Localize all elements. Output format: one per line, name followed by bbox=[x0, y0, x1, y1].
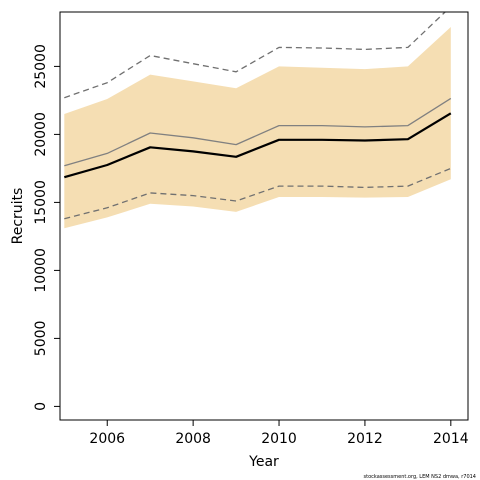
y-tick-label: 0 bbox=[33, 402, 49, 411]
plot-frame bbox=[59, 11, 469, 421]
confidence-band-layer bbox=[64, 27, 451, 229]
series-layer bbox=[63, 12, 452, 220]
x-axis-title: Year bbox=[248, 454, 279, 470]
y-tick-label: 20000 bbox=[33, 112, 49, 157]
y-tick-label: 5000 bbox=[33, 321, 49, 357]
y-tick-label: 15000 bbox=[33, 180, 49, 225]
y-axis: 0 5000 10000 15000 20000 25000 bbox=[33, 44, 60, 411]
plot-area bbox=[59, 11, 469, 421]
x-tick-label: 2010 bbox=[261, 431, 297, 447]
series-line-3 bbox=[64, 97, 452, 167]
x-axis: 2006 2008 2010 2012 2014 bbox=[89, 420, 469, 447]
y-tick-label: 25000 bbox=[33, 44, 49, 89]
confidence-band bbox=[64, 27, 451, 229]
y-tick-label: 10000 bbox=[33, 248, 49, 293]
series-line-2 bbox=[64, 12, 447, 99]
y-axis-title: Recruits bbox=[10, 188, 26, 245]
x-tick-label: 2014 bbox=[433, 431, 469, 447]
series-line-4 bbox=[63, 112, 452, 179]
footnote-text: stockassessment.org, LEM NS2 dmwa, r7014 bbox=[364, 474, 476, 480]
x-tick-label: 2012 bbox=[347, 431, 383, 447]
x-tick-label: 2008 bbox=[175, 431, 211, 447]
x-tick-label: 2006 bbox=[89, 431, 125, 447]
